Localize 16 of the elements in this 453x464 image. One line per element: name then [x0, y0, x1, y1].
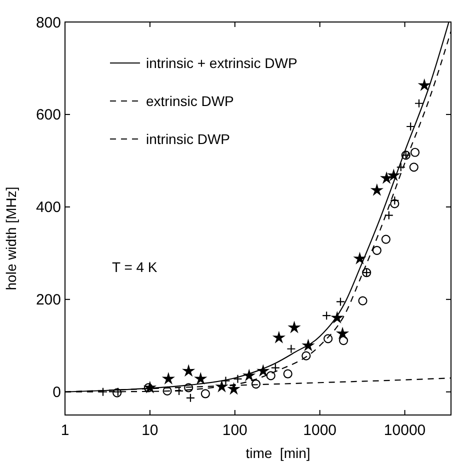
legend-label: intrinsic + extrinsic DWP	[146, 54, 298, 71]
x-tick-label: 1000	[303, 422, 337, 439]
y-tick-label: 0	[52, 384, 61, 402]
y-tick-label: 600	[36, 106, 61, 124]
y-tick-label: 200	[36, 292, 61, 309]
y-tick-label: 400	[36, 199, 61, 216]
x-tick-label: 1	[60, 422, 70, 439]
legend-label: intrinsic DWP	[146, 130, 230, 147]
x-tick-label: 10000	[384, 422, 426, 439]
y-axis-title: hole width [MHz]	[3, 186, 19, 290]
legend-label: extrinsic DWP	[146, 92, 234, 109]
x-axis-title: time [min]	[246, 445, 310, 461]
x-tick-label: 10	[142, 422, 158, 439]
y-tick-label: 800	[36, 14, 61, 32]
x-tick-label: 100	[222, 422, 248, 439]
annotation: T = 4 K	[112, 259, 158, 275]
